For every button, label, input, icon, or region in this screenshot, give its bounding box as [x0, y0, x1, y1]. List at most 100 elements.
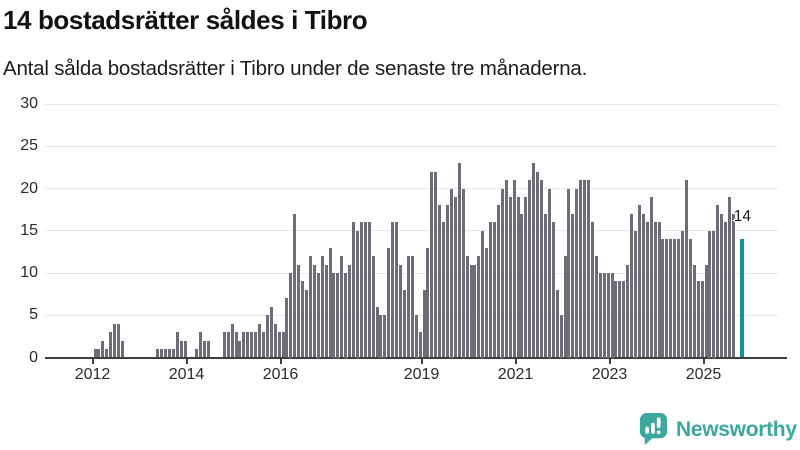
bar: [352, 222, 355, 358]
bar: [246, 332, 250, 358]
bar: [500, 188, 504, 358]
x-axis-label-2025: 2025: [685, 366, 722, 383]
y-axis-label-25: 25: [20, 137, 38, 155]
bar: [489, 222, 493, 358]
bar: [308, 256, 312, 358]
bar: [626, 264, 630, 358]
bar: [504, 180, 508, 358]
bar: [242, 332, 246, 358]
bar: [688, 239, 692, 358]
y-axis-label-15: 15: [20, 221, 38, 239]
bar: [563, 256, 567, 358]
bar: [665, 239, 669, 358]
bar: [532, 163, 536, 358]
bar: [101, 340, 105, 358]
y-axis-label-10: 10: [20, 264, 38, 281]
bar: [731, 213, 735, 358]
bar: [117, 323, 120, 358]
bar: [473, 264, 477, 358]
x-axis-label-2023: 2023: [591, 366, 628, 383]
bar: [399, 264, 402, 358]
bar: [293, 213, 297, 358]
bar: [324, 264, 328, 358]
y-axis-label-20: 20: [20, 179, 38, 197]
bar: [297, 264, 301, 358]
bar: [618, 281, 622, 358]
bar: [453, 196, 457, 358]
bar: [164, 349, 167, 358]
bar: [359, 222, 363, 358]
gridline-y-25: [45, 145, 778, 147]
bar: [312, 264, 316, 358]
bar: [681, 230, 684, 358]
newsworthy-logo: Newsworthy: [638, 412, 797, 447]
x-axis-label-2021: 2021: [497, 366, 534, 383]
bar: [120, 340, 124, 358]
bar: [113, 323, 117, 358]
bar: [281, 332, 285, 358]
bar: [496, 205, 500, 358]
bar: [332, 273, 336, 358]
bar: [528, 180, 532, 358]
bar: [97, 349, 101, 358]
bar: [583, 180, 587, 358]
y-axis-label-5: 5: [29, 306, 38, 324]
bar: [179, 340, 183, 358]
bar: [598, 273, 602, 358]
bar: [641, 213, 645, 358]
bar: [653, 222, 657, 358]
x-tick-2025: [702, 358, 705, 364]
bar: [657, 222, 661, 358]
bar: [555, 289, 559, 358]
bar: [465, 256, 469, 358]
bar: [207, 340, 211, 358]
bar: [422, 289, 426, 358]
bar: [536, 171, 540, 358]
bar: [720, 213, 724, 358]
bar: [602, 273, 606, 358]
bar: [684, 180, 688, 358]
bar: [391, 222, 395, 358]
bar: [442, 222, 446, 358]
bar: [457, 163, 461, 358]
bar: [579, 180, 583, 358]
gridline-y-15: [45, 230, 778, 232]
bar: [344, 273, 348, 358]
bar: [305, 289, 308, 358]
bar: [230, 323, 234, 358]
y-axis-label-0: 0: [29, 348, 38, 366]
bar: [348, 264, 352, 358]
x-tick-2019: [420, 358, 423, 364]
bar: [414, 315, 418, 358]
bar: [540, 180, 543, 358]
bar: [269, 306, 273, 358]
bar: [587, 180, 590, 358]
bar: [567, 188, 571, 358]
bar: [649, 196, 653, 358]
bar: [375, 306, 379, 358]
bar: [167, 349, 171, 358]
bar: [610, 273, 614, 358]
bar: [363, 222, 367, 358]
bar: [524, 196, 528, 358]
bar: [402, 289, 406, 358]
bar: [175, 332, 179, 358]
x-axis-label-2019: 2019: [403, 366, 440, 383]
bar: [469, 264, 473, 358]
bar: [508, 196, 512, 358]
bar: [708, 230, 712, 358]
x-axis-label-2014: 2014: [168, 366, 205, 383]
x-tick-2012: [91, 358, 94, 364]
bar: [700, 281, 704, 358]
gridline-y-20: [45, 188, 778, 189]
bar: [485, 247, 489, 358]
bar: [261, 332, 265, 358]
x-tick-2016: [279, 358, 282, 364]
bar: [606, 273, 610, 358]
x-tick-2023: [608, 358, 611, 364]
bar: [250, 332, 254, 358]
bar: [265, 315, 269, 358]
bar: [645, 222, 649, 358]
bar: [320, 256, 324, 358]
